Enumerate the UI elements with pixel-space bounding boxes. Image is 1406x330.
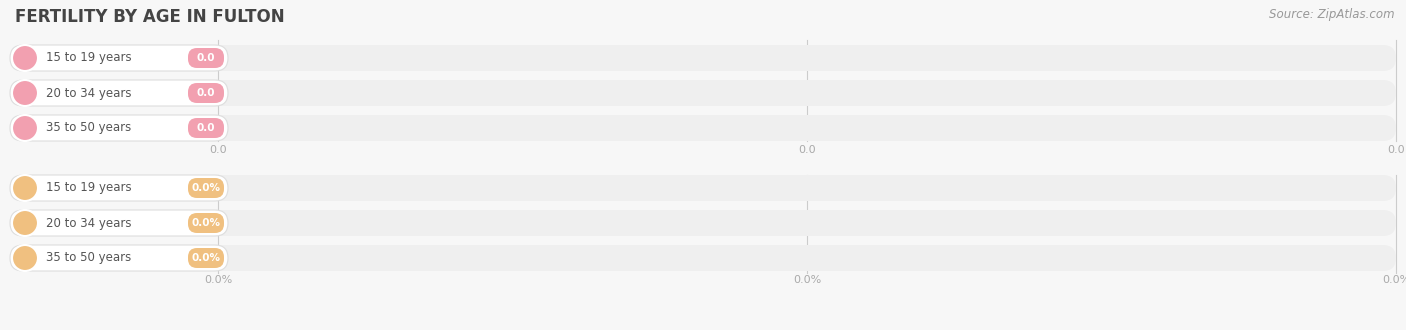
Text: 35 to 50 years: 35 to 50 years xyxy=(46,121,131,135)
Text: 0.0%: 0.0% xyxy=(204,275,232,285)
FancyBboxPatch shape xyxy=(10,210,228,236)
FancyBboxPatch shape xyxy=(10,245,228,271)
Text: FERTILITY BY AGE IN FULTON: FERTILITY BY AGE IN FULTON xyxy=(15,8,284,26)
Circle shape xyxy=(13,45,38,71)
FancyBboxPatch shape xyxy=(188,178,224,198)
FancyBboxPatch shape xyxy=(10,80,228,106)
FancyBboxPatch shape xyxy=(10,45,228,71)
FancyBboxPatch shape xyxy=(188,248,224,268)
Text: 15 to 19 years: 15 to 19 years xyxy=(46,51,132,64)
FancyBboxPatch shape xyxy=(188,48,224,68)
Text: 0.0: 0.0 xyxy=(197,123,215,133)
FancyBboxPatch shape xyxy=(10,210,1396,236)
FancyBboxPatch shape xyxy=(188,83,224,103)
Circle shape xyxy=(13,245,38,271)
FancyBboxPatch shape xyxy=(10,45,1396,71)
FancyBboxPatch shape xyxy=(10,80,1396,106)
FancyBboxPatch shape xyxy=(10,115,1396,141)
Text: 15 to 19 years: 15 to 19 years xyxy=(46,182,132,194)
FancyBboxPatch shape xyxy=(10,175,228,201)
Circle shape xyxy=(13,115,38,141)
FancyBboxPatch shape xyxy=(10,175,1396,201)
Circle shape xyxy=(13,175,38,201)
FancyBboxPatch shape xyxy=(188,213,224,233)
Text: 0.0%: 0.0% xyxy=(191,253,221,263)
Circle shape xyxy=(13,210,38,236)
Text: 0.0%: 0.0% xyxy=(793,275,821,285)
FancyBboxPatch shape xyxy=(188,118,224,138)
Text: 35 to 50 years: 35 to 50 years xyxy=(46,251,131,265)
Text: 0.0: 0.0 xyxy=(799,145,815,155)
Text: 0.0%: 0.0% xyxy=(191,183,221,193)
FancyBboxPatch shape xyxy=(10,245,1396,271)
Text: Source: ZipAtlas.com: Source: ZipAtlas.com xyxy=(1270,8,1395,21)
FancyBboxPatch shape xyxy=(10,115,228,141)
Text: 0.0: 0.0 xyxy=(1388,145,1405,155)
Text: 0.0: 0.0 xyxy=(209,145,226,155)
Text: 20 to 34 years: 20 to 34 years xyxy=(46,216,132,229)
Circle shape xyxy=(13,80,38,106)
Text: 0.0: 0.0 xyxy=(197,88,215,98)
Text: 0.0%: 0.0% xyxy=(1382,275,1406,285)
Text: 0.0%: 0.0% xyxy=(191,218,221,228)
Text: 0.0: 0.0 xyxy=(197,53,215,63)
Text: 20 to 34 years: 20 to 34 years xyxy=(46,86,132,100)
